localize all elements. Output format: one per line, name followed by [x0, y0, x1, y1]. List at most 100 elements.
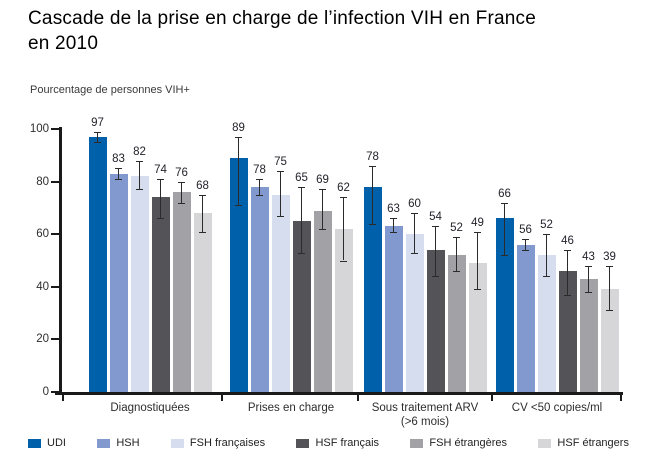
legend-label: FSH étrangères	[429, 437, 508, 449]
error-bar-cap-top	[340, 197, 347, 199]
legend-label: FSH françaises	[189, 437, 266, 449]
legend-swatch	[28, 438, 41, 448]
y-axis	[59, 127, 62, 395]
value-label: 78	[253, 163, 266, 176]
value-label: 43	[582, 250, 595, 263]
x-tick	[62, 395, 64, 401]
error-bar	[609, 265, 610, 311]
error-bar	[456, 236, 457, 272]
bar	[495, 218, 514, 392]
legend-item: UDI	[28, 437, 66, 449]
error-bar	[259, 178, 260, 195]
value-label: 69	[316, 174, 329, 187]
value-label: 74	[154, 163, 167, 176]
legend-item: HSF français	[296, 437, 379, 449]
value-label: 89	[232, 121, 245, 134]
y-tick	[51, 233, 59, 236]
category-label: Prises en charge	[247, 402, 335, 414]
error-bar-cap-bottom	[390, 231, 397, 233]
value-label: 83	[112, 153, 125, 166]
bar	[468, 263, 487, 392]
error-bar-cap-top	[474, 231, 481, 233]
error-bar-cap-top	[256, 178, 263, 180]
x-tick	[357, 395, 359, 401]
error-bar	[322, 189, 323, 229]
error-bar-cap-top	[319, 189, 326, 191]
value-label: 66	[498, 187, 511, 200]
error-bar-cap-bottom	[178, 202, 185, 204]
error-bar-cap-bottom	[474, 289, 481, 291]
y-tick-label: 20	[36, 333, 49, 346]
bar	[363, 186, 382, 392]
value-label: 82	[133, 145, 146, 158]
bar	[516, 244, 535, 392]
error-bar-cap-bottom	[319, 228, 326, 230]
legend-swatch	[97, 438, 111, 448]
legend-swatch	[410, 438, 424, 448]
error-bar-cap-top	[390, 218, 397, 220]
error-bar-cap-bottom	[522, 249, 529, 251]
bar	[384, 226, 403, 392]
error-bar	[435, 226, 436, 277]
error-bar	[372, 165, 373, 224]
error-bar	[393, 218, 394, 232]
category-label: Sous traitement ARV (>6 mois)	[371, 402, 479, 428]
error-bar	[202, 194, 203, 232]
y-tick	[51, 180, 59, 183]
error-bar-cap-top	[564, 249, 571, 251]
bar	[537, 255, 556, 392]
legend-item: HSH	[97, 437, 140, 449]
error-bar-cap-top	[522, 239, 529, 241]
error-bar-cap-top	[585, 265, 592, 267]
category-label: CV <50 copies/ml	[511, 402, 603, 414]
value-label: 60	[408, 198, 421, 211]
value-label: 75	[274, 156, 287, 169]
error-bar-cap-top	[411, 213, 418, 215]
value-label: 63	[387, 203, 400, 216]
value-label: 76	[175, 166, 188, 179]
error-bar	[525, 239, 526, 250]
bar	[426, 249, 445, 392]
error-bar-cap-bottom	[340, 260, 347, 262]
error-bar	[139, 160, 140, 190]
error-bar	[181, 181, 182, 203]
legend-item: FSH étrangères	[410, 437, 507, 449]
error-bar-cap-bottom	[564, 294, 571, 296]
value-label: 68	[196, 179, 209, 192]
error-bar-cap-bottom	[94, 142, 101, 144]
error-bar-cap-top	[199, 194, 206, 196]
bar	[193, 213, 212, 392]
error-bar-cap-bottom	[136, 189, 143, 191]
error-bar-cap-bottom	[453, 271, 460, 273]
error-bar-cap-top	[453, 236, 460, 238]
error-bar-cap-top	[94, 131, 101, 133]
error-bar-cap-bottom	[256, 194, 263, 196]
error-bar-cap-bottom	[585, 292, 592, 294]
bar	[447, 255, 466, 392]
error-bar	[301, 186, 302, 253]
bar	[405, 234, 424, 392]
y-tick-label: 0	[42, 386, 49, 398]
legend-item: HSF étrangers	[538, 437, 629, 449]
error-bar-cap-top	[277, 171, 284, 173]
x-axis	[55, 392, 623, 395]
error-bar-cap-top	[157, 178, 164, 180]
value-label: 54	[429, 211, 442, 224]
bar	[558, 271, 577, 392]
legend-item: FSH françaises	[170, 437, 266, 449]
error-bar	[343, 197, 344, 261]
chart-title: Cascade de la prise en charge de l’infec…	[28, 8, 536, 54]
error-bar-cap-bottom	[298, 252, 305, 254]
x-tick	[221, 395, 223, 401]
legend-swatch	[296, 438, 310, 448]
y-tick-label: 80	[36, 175, 49, 188]
bar	[130, 176, 149, 392]
error-bar-cap-top	[298, 186, 305, 188]
error-bar	[118, 168, 119, 179]
error-bar	[504, 202, 505, 256]
bar	[172, 192, 191, 392]
x-tick	[491, 395, 493, 401]
value-label: 97	[91, 116, 104, 129]
error-bar-cap-bottom	[157, 218, 164, 220]
